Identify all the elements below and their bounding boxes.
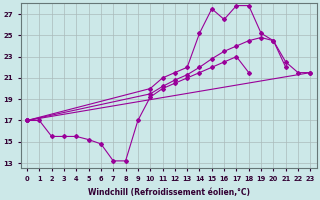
- X-axis label: Windchill (Refroidissement éolien,°C): Windchill (Refroidissement éolien,°C): [88, 188, 250, 197]
